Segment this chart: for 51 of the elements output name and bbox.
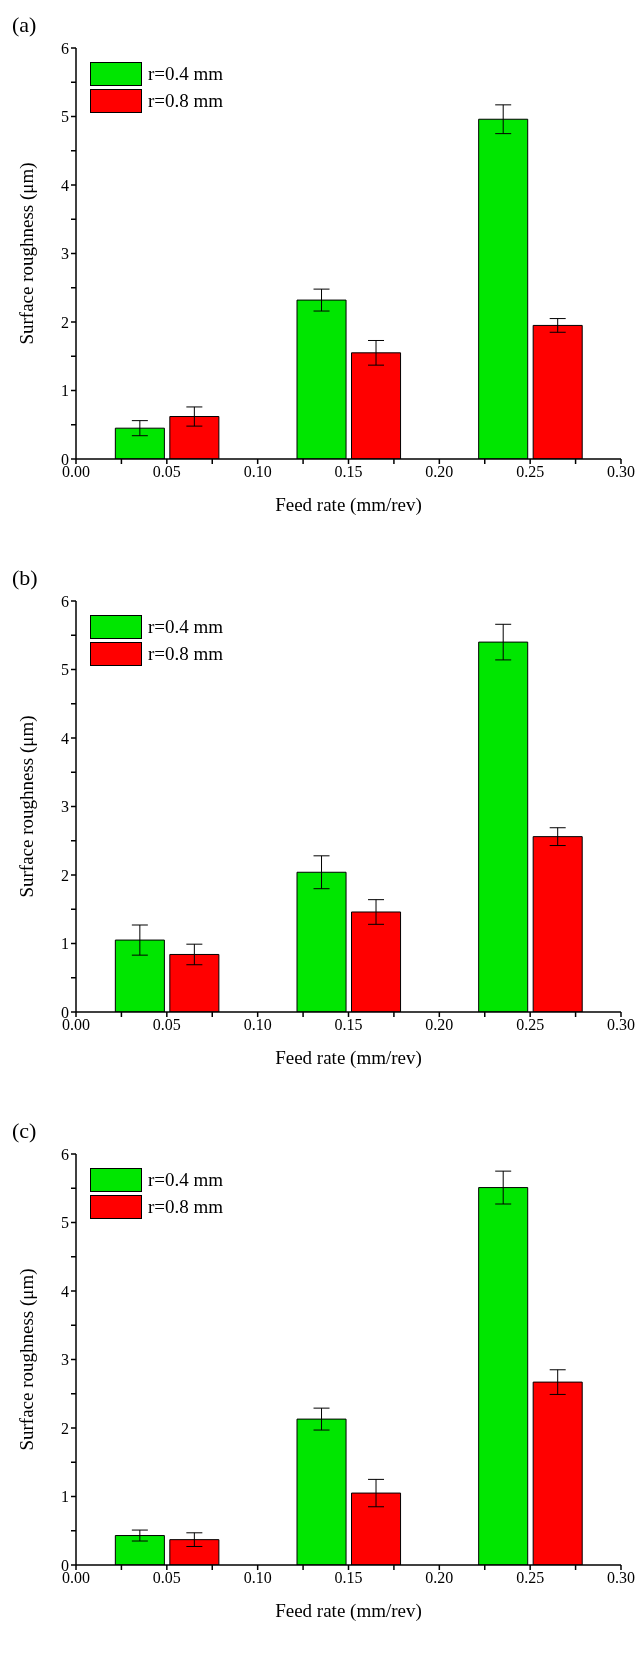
chart-title: (a)	[12, 12, 37, 37]
y-tick-label: 6	[61, 1145, 69, 1163]
y-axis-title: Surface roughness (μm)	[15, 162, 38, 345]
y-tick-label: 2	[61, 1419, 69, 1437]
legend-label: r=0.8 mm	[148, 643, 224, 665]
x-tick-label: 0.10	[243, 1569, 272, 1587]
x-tick-label: 0.10	[243, 1016, 272, 1034]
x-tick-label: 0.20	[425, 1569, 454, 1587]
y-tick-label: 3	[61, 245, 69, 263]
x-axis-title: Feed rate (mm/rev)	[275, 1600, 422, 1622]
y-tick-label: 4	[61, 176, 69, 194]
x-tick-label: 0.25	[516, 1569, 545, 1587]
y-tick-label: 6	[61, 39, 69, 57]
y-tick-label: 2	[61, 313, 69, 331]
y-tick-label: 3	[61, 798, 69, 816]
x-tick-label: 0.10	[243, 463, 272, 481]
y-tick-label: 5	[61, 661, 69, 679]
x-tick-label: 0.05	[152, 1569, 181, 1587]
x-axis-title: Feed rate (mm/rev)	[275, 1047, 422, 1069]
chart-title: (b)	[12, 565, 38, 590]
x-axis-title: Feed rate (mm/rev)	[275, 494, 422, 516]
x-tick-label: 0.20	[425, 1016, 454, 1034]
legend-label: r=0.4 mm	[148, 1169, 224, 1191]
x-tick-label: 0.05	[152, 1016, 181, 1034]
chart-title: (c)	[12, 1118, 37, 1143]
y-tick-label: 1	[61, 382, 69, 400]
x-tick-label: 0.15	[334, 1016, 363, 1034]
x-tick-label: 0.30	[607, 1016, 635, 1034]
y-tick-label: 4	[61, 1282, 69, 1300]
x-tick-label: 0.05	[152, 463, 181, 481]
y-tick-label: 6	[61, 592, 69, 610]
y-tick-label: 4	[61, 729, 69, 747]
legend-label: r=0.4 mm	[148, 616, 224, 638]
x-tick-label: 0.15	[334, 463, 363, 481]
y-tick-label: 1	[61, 935, 69, 953]
legend-label: r=0.8 mm	[148, 1196, 224, 1218]
x-tick-label: 0.20	[425, 463, 454, 481]
y-tick-label: 3	[61, 1351, 69, 1369]
x-tick-label: 0.25	[516, 463, 545, 481]
y-tick-label: 5	[61, 108, 69, 126]
x-tick-label: 0.30	[607, 1569, 635, 1587]
x-tick-label: 0.25	[516, 1016, 545, 1034]
x-tick-label: 0.30	[607, 463, 635, 481]
legend-label: r=0.4 mm	[148, 63, 224, 85]
legend-label: r=0.8 mm	[148, 90, 224, 112]
y-tick-label: 2	[61, 866, 69, 884]
y-axis-title: Surface roughness (μm)	[15, 1268, 38, 1451]
y-axis-title: Surface roughness (μm)	[15, 715, 38, 898]
y-tick-label: 1	[61, 1488, 69, 1506]
y-tick-label: 5	[61, 1214, 69, 1232]
x-tick-label: 0.15	[334, 1569, 363, 1587]
